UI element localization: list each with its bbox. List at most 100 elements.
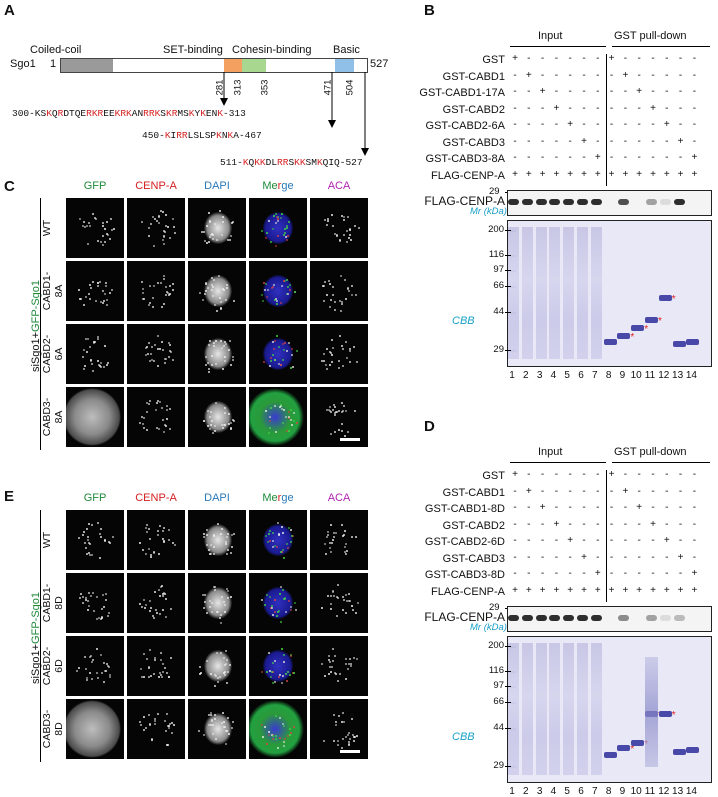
lane-sign: +	[650, 518, 656, 530]
kinetochore-dot	[84, 542, 87, 545]
kinetochore-dot	[82, 596, 85, 599]
column-header: CENP-A	[135, 180, 177, 192]
kinetochore-dot	[101, 289, 104, 292]
kinetochore-dot	[334, 412, 337, 415]
lane-sign: -	[540, 568, 545, 579]
red-star: *	[630, 744, 635, 755]
kinetochore-dot	[279, 405, 282, 408]
chromosome-mass	[204, 338, 232, 370]
chromosome-mass	[204, 212, 232, 244]
row-label: GST-CABD2	[442, 103, 505, 116]
basic-residue: K	[164, 130, 171, 141]
micrograph-cell	[249, 699, 307, 759]
pulldown-band	[672, 749, 686, 755]
lane-number: 13	[672, 370, 684, 381]
chromosome-mass	[204, 524, 232, 556]
kinetochore-dot	[214, 362, 217, 365]
kinetochore-dot	[284, 235, 287, 238]
lane-sign: -	[665, 485, 669, 497]
kinetochore-dot	[102, 222, 105, 225]
kinetochore-dot	[164, 667, 167, 670]
lane-sign: -	[554, 485, 559, 497]
kinetochore-dot	[268, 219, 271, 222]
kinetochore-dot	[212, 295, 215, 298]
kinetochore-dot	[85, 599, 88, 602]
kinetochore-dot	[211, 283, 214, 286]
lane-sign: -	[596, 102, 600, 114]
marker-29-wb: 29	[489, 602, 500, 613]
kinetochore-dot	[284, 415, 287, 418]
kinetochore-dot	[289, 654, 292, 657]
kinetochore-dot	[165, 408, 168, 411]
residue: S	[40, 108, 47, 119]
kinetochore-dot	[225, 730, 228, 732]
kinetochore-dot	[209, 712, 212, 715]
micrograph-cell	[127, 387, 185, 447]
kinetochore-dot	[321, 359, 324, 362]
kinetochore-dot	[203, 292, 206, 295]
kinetochore-dot	[226, 682, 229, 685]
kinetochore-dot	[91, 660, 94, 663]
kinetochore-dot	[102, 225, 105, 228]
kinetochore-dot	[204, 239, 207, 242]
kinetochore-dot	[164, 729, 167, 732]
marker-tick	[505, 646, 511, 647]
kinetochore-dot	[145, 354, 148, 357]
kinetochore-dot	[287, 293, 290, 296]
kinetochore-dot	[156, 219, 159, 222]
kinetochore-dot	[330, 665, 333, 668]
kinetochore-dot	[271, 682, 274, 685]
kinetochore-dot	[143, 676, 146, 679]
lane-sign: -	[527, 518, 531, 530]
kinetochore-dot	[333, 406, 336, 409]
lane-sign: -	[540, 551, 545, 563]
kinetochore-dot	[105, 299, 108, 302]
kinetochore-dot	[322, 285, 325, 288]
lane-sign: -	[637, 469, 641, 480]
kinetochore-dot	[335, 234, 338, 237]
kinetochore-dot	[88, 284, 91, 287]
lane-sign: -	[623, 119, 628, 130]
kinetochore-dot	[271, 546, 274, 549]
lane-sign: -	[609, 518, 614, 530]
wb-band	[659, 615, 671, 621]
lane-sign: -	[609, 119, 614, 130]
kinetochore-dot	[169, 350, 172, 353]
kinetochore-dot	[263, 289, 266, 292]
kinetochore-dot	[335, 411, 338, 414]
micrograph-cell	[188, 636, 246, 696]
wb-band	[673, 615, 685, 621]
wb-band	[646, 199, 657, 205]
kinetochore-dot	[356, 361, 358, 364]
kinetochore-dot	[353, 740, 356, 743]
kinetochore-dot	[347, 734, 350, 737]
kinetochore-dot	[200, 230, 203, 233]
kinetochore-dot	[286, 278, 289, 281]
kinetochore-dot	[147, 352, 150, 355]
kinetochore-dot	[157, 427, 160, 430]
kinetochore-dot	[169, 284, 172, 287]
column-header: CENP-A	[135, 492, 177, 504]
kinetochore-dot	[327, 219, 330, 222]
kinetochore-dot	[162, 242, 165, 245]
kinetochore-dot	[81, 601, 84, 604]
kinetochore-dot	[331, 286, 334, 289]
basic-residue: RR	[277, 157, 289, 168]
lane-sign: -	[582, 535, 586, 546]
marker-tick	[505, 766, 511, 767]
kinetochore-dot	[275, 298, 278, 301]
kinetochore-dot	[267, 288, 270, 291]
marker-label: 97	[493, 264, 504, 275]
kinetochore-dot	[103, 539, 106, 542]
kinetochore-dot	[154, 408, 157, 411]
kinetochore-dot	[152, 551, 155, 554]
kinetochore-dot	[286, 670, 289, 673]
kinetochore-dot	[343, 218, 346, 221]
residue: MS	[177, 108, 189, 119]
kinetochore-dot	[83, 367, 86, 370]
kinetochore-dot	[217, 610, 220, 613]
kinetochore-dot	[225, 587, 228, 590]
row-label: FLAG-CENP-A	[431, 585, 505, 598]
domain-set-binding-label: SET-binding	[163, 44, 223, 56]
kinetochore-dot	[284, 342, 287, 345]
